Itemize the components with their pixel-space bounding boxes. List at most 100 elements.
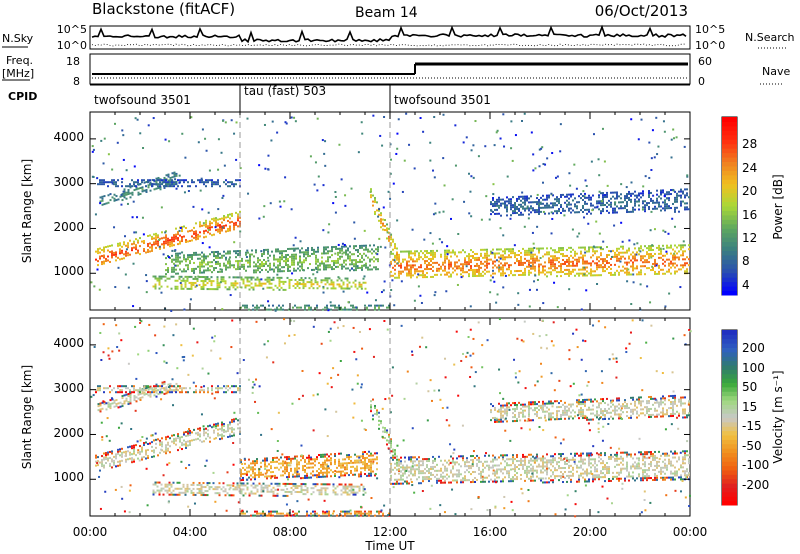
echo-cell (448, 267, 450, 270)
echo-cell (115, 185, 117, 188)
echo-cell (534, 253, 536, 256)
echo-cell (151, 249, 153, 252)
echo-cell (514, 204, 516, 207)
echo-cell (227, 262, 229, 265)
echo-scatter-cell (390, 158, 393, 161)
echo-cell (632, 265, 634, 268)
echo-cell (418, 258, 420, 261)
echo-cell (172, 493, 175, 496)
echo-cell (185, 387, 187, 390)
echo-cell (304, 468, 306, 471)
echo-cell (508, 254, 510, 257)
echo-cell (408, 272, 410, 275)
echo-scatter-cell (559, 123, 562, 126)
echo-cell (266, 488, 269, 491)
echo-cell (656, 193, 658, 196)
cpid-label: CPID (8, 90, 37, 103)
echo-cell (176, 287, 179, 290)
echo-cell (217, 228, 219, 231)
echo-cell (370, 472, 372, 475)
echo-cell (159, 392, 162, 395)
power-colorbar-segment (722, 192, 737, 198)
echo-cell (436, 267, 438, 270)
echo-cell (349, 263, 351, 266)
echo-cell (275, 258, 277, 261)
echo-cell (630, 273, 632, 276)
echo-scatter-cell (145, 280, 148, 283)
echo-scatter-cell (170, 309, 173, 312)
echo-cell (538, 265, 540, 268)
echo-cell (199, 427, 201, 430)
echo-cell (548, 257, 550, 260)
echo-cell (243, 267, 245, 270)
echo-cell (249, 257, 251, 260)
echo-cell (99, 461, 101, 464)
echo-cell (264, 278, 267, 281)
echo-cell (261, 269, 263, 272)
echo-scatter-cell (386, 231, 389, 234)
echo-cell (632, 269, 634, 272)
echo-cell (388, 227, 390, 230)
echo-cell (584, 246, 586, 249)
echo-cell (339, 257, 341, 260)
echo-cell (624, 197, 626, 200)
echo-cell (670, 252, 672, 255)
echo-cell (202, 288, 205, 291)
echo-cell (206, 494, 209, 497)
echo-cell (350, 491, 353, 494)
echo-cell (310, 306, 312, 309)
echo-scatter-cell (649, 301, 652, 304)
echo-cell (370, 452, 372, 455)
echo-cell (217, 262, 219, 265)
echo-cell (361, 260, 363, 263)
echo-cell (207, 181, 209, 184)
echo-cell (181, 436, 183, 439)
echo-cell (179, 234, 181, 237)
echo-cell (137, 389, 139, 392)
echo-cell (290, 482, 293, 485)
echo-cell (361, 256, 363, 259)
echo-cell (674, 250, 676, 253)
echo-cell (270, 465, 272, 468)
echo-cell (299, 265, 301, 268)
echo-cell (532, 201, 534, 204)
echo-cell (518, 203, 520, 206)
echo-cell (165, 240, 167, 243)
echo-cell (406, 264, 408, 267)
echo-scatter-cell (679, 286, 682, 289)
echo-cell (109, 193, 112, 196)
echo-cell (103, 387, 105, 390)
echo-cell (151, 455, 153, 458)
echo-cell (568, 262, 570, 265)
echo-cell (260, 461, 262, 464)
echo-cell (107, 451, 109, 454)
echo-cell (588, 194, 590, 197)
echo-cell (632, 206, 634, 209)
echo-cell (448, 275, 450, 278)
cpid-segment-1: twofsound 3501 (94, 93, 191, 107)
power-colorbar-segment (722, 228, 737, 234)
echo-cell (386, 229, 388, 232)
echo-cell (344, 472, 346, 475)
echo-cell (630, 253, 632, 256)
echo-cell (111, 389, 113, 392)
echo-cell (231, 212, 233, 215)
echo-cell (686, 194, 688, 197)
echo-cell (424, 268, 426, 271)
echo-cell (174, 279, 177, 282)
echo-scatter-cell (484, 145, 487, 148)
echo-cell (630, 194, 632, 197)
echo-cell (570, 203, 572, 206)
echo-cell (224, 286, 227, 289)
echo-cell (372, 458, 374, 461)
echo-scatter-cell (379, 245, 382, 248)
echo-cell (266, 280, 269, 283)
echo-cell (179, 438, 181, 441)
echo-cell (412, 264, 414, 267)
echo-cell (159, 391, 161, 394)
echo-cell (171, 179, 173, 182)
echo-cell (225, 268, 227, 271)
echo-cell (318, 472, 320, 475)
echo-cell (370, 464, 372, 467)
echo-scatter-cell (294, 236, 297, 239)
